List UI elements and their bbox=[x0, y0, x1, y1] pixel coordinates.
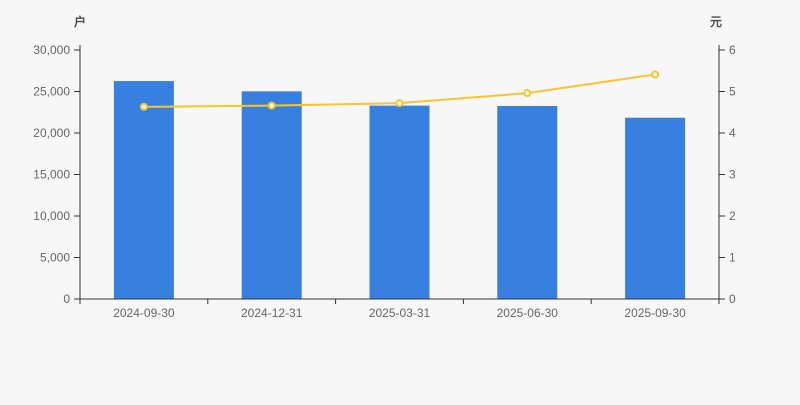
right-axis-tick-label: 2 bbox=[729, 209, 736, 223]
line-point-2025-06-30[interactable] bbox=[523, 89, 532, 98]
left-axis-tick-label: 15,000 bbox=[33, 168, 70, 182]
left-axis-tick-label: 20,000 bbox=[33, 126, 70, 140]
x-axis-category-label: 2025-06-30 bbox=[497, 306, 559, 320]
bar-2025-06-30[interactable] bbox=[497, 106, 558, 300]
left-axis-tick-label: 5,000 bbox=[40, 251, 70, 265]
bar-2025-03-31[interactable] bbox=[369, 105, 430, 299]
line-point-2025-03-31[interactable] bbox=[395, 99, 404, 108]
right-axis-tick-label: 3 bbox=[729, 168, 736, 182]
right-axis-unit-label: 元 bbox=[710, 15, 722, 29]
bar-2024-12-31[interactable] bbox=[241, 91, 302, 299]
x-axis-category-label: 2025-09-30 bbox=[624, 306, 686, 320]
x-axis-category-label: 2024-12-31 bbox=[241, 306, 303, 320]
left-axis-tick-label: 25,000 bbox=[33, 85, 70, 99]
line-point-2024-09-30[interactable] bbox=[139, 102, 148, 111]
line-point-2024-12-31[interactable] bbox=[267, 101, 276, 110]
x-axis-category-label: 2024-09-30 bbox=[113, 306, 175, 320]
bar-2024-09-30[interactable] bbox=[113, 81, 174, 300]
left-axis-tick-label: 30,000 bbox=[33, 43, 70, 57]
right-axis-tick-label: 0 bbox=[729, 292, 736, 306]
right-axis-tick-label: 4 bbox=[729, 126, 736, 140]
left-axis-unit-label: 户 bbox=[74, 14, 86, 29]
bar-2025-09-30[interactable] bbox=[625, 117, 686, 299]
right-axis-tick-label: 5 bbox=[729, 85, 736, 99]
x-axis-category-label: 2025-03-31 bbox=[369, 306, 431, 320]
left-axis-tick-label: 10,000 bbox=[33, 209, 70, 223]
right-axis-tick-label: 6 bbox=[729, 43, 736, 57]
right-axis-tick-label: 1 bbox=[729, 251, 736, 265]
line-point-2025-09-30[interactable] bbox=[651, 70, 660, 79]
left-axis-tick-label: 0 bbox=[63, 292, 70, 306]
